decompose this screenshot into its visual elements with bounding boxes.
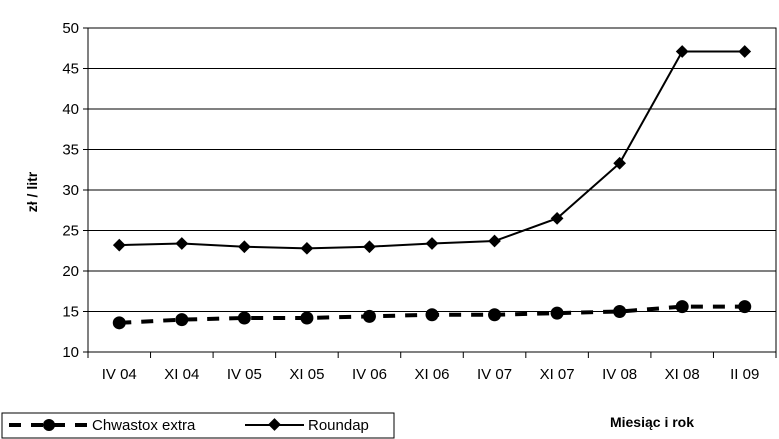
data-point <box>362 309 376 323</box>
gridlines <box>88 27 776 353</box>
data-point <box>488 308 502 322</box>
series <box>112 45 752 330</box>
series-roundap <box>112 45 752 255</box>
data-point <box>675 300 689 314</box>
x-tick-labels: IV 04 XI 04 IV 05 XI 05 IV 06 XI 06 IV 07 XI 07… <box>102 366 760 383</box>
y-tick-label: 10 <box>62 344 79 361</box>
x-tick-label: XI 08 <box>665 366 700 383</box>
y-tick-label: 30 <box>62 182 79 199</box>
x-tick-label: II 09 <box>730 366 759 383</box>
y-tick-label: 15 <box>62 304 79 321</box>
data-point <box>175 313 189 327</box>
series-chwastox-extra <box>112 300 752 330</box>
legend: Chwastox extra Roundap <box>1 412 395 439</box>
y-tick-label: 50 <box>62 20 79 37</box>
y-tick-label: 20 <box>62 263 79 280</box>
data-point <box>738 300 752 314</box>
plot-frame <box>87 27 777 353</box>
x-axis-title: Miesiąc i rok <box>610 414 694 430</box>
legend-label-chwastox: Chwastox extra <box>92 417 196 434</box>
x-tick-label: XI 07 <box>540 366 575 383</box>
data-point <box>112 316 126 330</box>
data-point <box>112 238 126 252</box>
axes <box>83 27 777 358</box>
legend-label-roundap: Roundap <box>308 417 369 434</box>
x-tick-label: XI 06 <box>414 366 449 383</box>
data-point <box>425 308 439 322</box>
x-tick-label: IV 06 <box>352 366 387 383</box>
x-tick-label: IV 05 <box>227 366 262 383</box>
x-tick-label: XI 05 <box>289 366 324 383</box>
data-point <box>363 240 376 254</box>
y-tick-label: 25 <box>62 223 79 240</box>
x-tick-label: IV 04 <box>102 366 137 383</box>
y-tick-label: 40 <box>62 101 79 118</box>
data-point <box>175 237 189 250</box>
data-point <box>550 306 564 320</box>
legend-marker-roundap <box>268 418 281 431</box>
y-axis-title: zł / litr <box>24 171 40 212</box>
data-point <box>300 311 314 325</box>
data-point <box>300 241 314 255</box>
data-point <box>425 237 439 250</box>
data-point <box>237 240 251 254</box>
legend-box <box>1 412 395 439</box>
legend-marker-chwastox <box>43 419 55 431</box>
data-point <box>613 305 627 318</box>
x-tick-label: XI 04 <box>164 366 199 383</box>
data-point <box>237 311 251 325</box>
x-tick-label: IV 08 <box>602 366 637 383</box>
x-tick-label: IV 07 <box>477 366 512 383</box>
data-point <box>488 234 501 248</box>
y-tick-labels: 10 15 20 25 30 35 40 45 50 <box>62 20 79 361</box>
y-tick-label: 35 <box>62 142 79 159</box>
y-tick-label: 45 <box>62 61 79 78</box>
